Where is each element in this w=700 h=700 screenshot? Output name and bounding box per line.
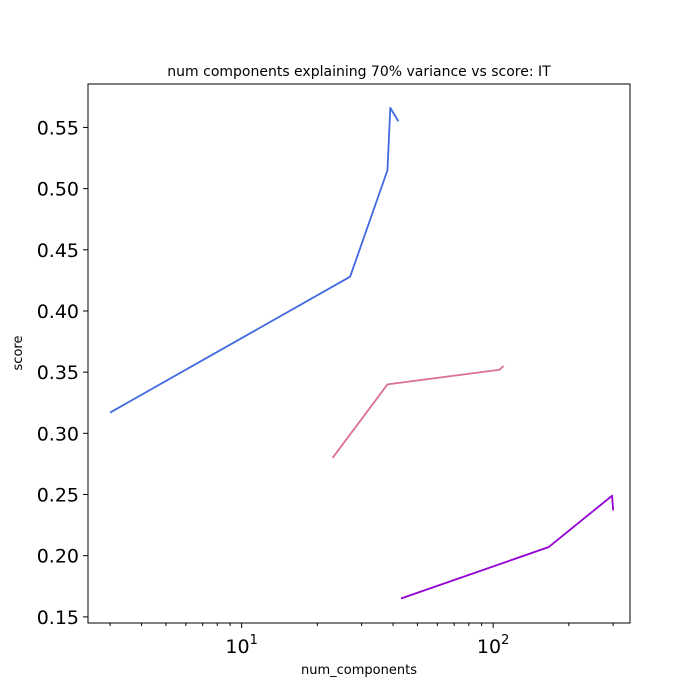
series-layer xyxy=(109,106,615,600)
chart-title: num components explaining 70% variance v… xyxy=(167,64,551,80)
x-tick-exponent: 1 xyxy=(250,633,258,648)
series-line-3 xyxy=(400,494,615,600)
x-axis-label: num_components xyxy=(301,663,417,678)
y-tick-label: 0.40 xyxy=(37,301,79,323)
series-line-2 xyxy=(331,365,505,459)
y-tick-label: 0.45 xyxy=(37,240,79,262)
x-tick-base: 10 xyxy=(225,636,249,658)
x-tick-label: 101 xyxy=(225,633,257,658)
plot-frame xyxy=(87,83,631,624)
x-tick-label: 102 xyxy=(477,633,509,658)
x-tick-base: 10 xyxy=(477,636,501,658)
y-tick-label: 0.35 xyxy=(37,362,79,384)
y-tick-label: 0.20 xyxy=(37,546,79,568)
y-tick-label: 0.30 xyxy=(37,423,79,445)
y-tick-label: 0.50 xyxy=(37,179,79,201)
x-tick-exponent: 2 xyxy=(501,633,509,648)
y-tick-label: 0.55 xyxy=(37,117,79,139)
y-axis-label: score xyxy=(11,336,26,371)
y-tick-label: 0.15 xyxy=(37,607,79,629)
series-line-1 xyxy=(109,106,400,414)
y-tick-label: 0.25 xyxy=(37,485,79,507)
